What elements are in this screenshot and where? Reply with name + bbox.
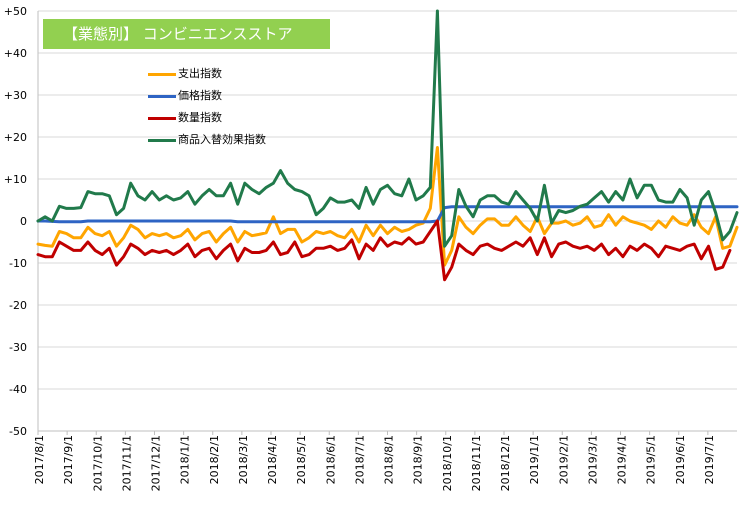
x-tick-label: 2019/2/1 (557, 435, 570, 484)
legend-swatch-spending (148, 73, 176, 76)
y-tick-label: -40 (9, 383, 27, 396)
x-tick-label: 2018/9/1 (412, 435, 425, 484)
x-tick-label: 2019/4/1 (616, 435, 629, 484)
x-tick-label: 2019/1/1 (528, 435, 541, 484)
x-tick-label: 2017/8/1 (33, 435, 46, 484)
x-tick-label: 2018/12/1 (499, 435, 512, 491)
x-tick-label: 2017/11/1 (120, 435, 133, 491)
x-tick-label: 2018/4/1 (266, 435, 279, 484)
x-tick-label: 2018/10/1 (441, 435, 454, 491)
x-tick-label: 2018/8/1 (383, 435, 396, 484)
y-tick-label: -10 (9, 257, 27, 270)
x-tick-labels: 2017/8/1 2017/9/1 2017/10/1 2017/11/1 2017/1… (33, 435, 716, 491)
x-tick-label: 2019/3/1 (586, 435, 599, 484)
y-tick-label: -20 (9, 299, 27, 312)
y-tick-label: +10 (4, 173, 27, 186)
series-lines (36, 9, 739, 282)
legend-swatch-replacement (148, 139, 176, 142)
y-tick-label: +20 (4, 131, 27, 144)
x-tick-label: 2017/9/1 (62, 435, 75, 484)
x-tick-label: 2018/3/1 (237, 435, 250, 484)
series-line-quantity (36, 219, 732, 282)
y-tick-label: 0 (20, 215, 27, 228)
x-tick-label: 2019/6/1 (674, 435, 687, 484)
x-tick-label: 2017/12/1 (150, 435, 163, 491)
y-tick-label: -50 (9, 425, 27, 438)
y-tick-label: +30 (4, 89, 27, 102)
x-tick-label: 2018/7/1 (353, 435, 366, 484)
x-tick-label: 2018/1/1 (179, 435, 192, 484)
legend-swatch-quantity (148, 117, 176, 120)
series-line-replacement (36, 9, 739, 248)
y-tick-labels: +50 +40 +30 +20 +10 0 -10 -20 -30 -40 -50 (4, 5, 27, 438)
series-line-spending (36, 146, 739, 267)
x-tick-label: 2018/2/1 (208, 435, 221, 484)
x-tick-label: 2019/7/1 (703, 435, 716, 484)
series-line-price (36, 205, 739, 224)
y-tick-label: -30 (9, 341, 27, 354)
y-tick-label: +40 (4, 47, 27, 60)
legend-label-replacement: 商品入替効果指数 (178, 133, 266, 146)
x-tick-label: 2018/5/1 (295, 435, 308, 484)
legend-label-price: 価格指数 (178, 89, 222, 102)
legend-label-quantity: 数量指数 (178, 111, 222, 124)
x-tick-label: 2018/6/1 (324, 435, 337, 484)
x-tick-label: 2019/5/1 (645, 435, 658, 484)
chart-title: 【業態別】 コンビニエンスストア (43, 19, 330, 49)
legend-label-spending: 支出指数 (178, 67, 222, 80)
x-tick-label: 2017/10/1 (91, 435, 104, 491)
x-tick-label: 2018/11/1 (470, 435, 483, 491)
legend-swatch-price (148, 95, 176, 98)
y-tick-label: +50 (4, 5, 27, 18)
